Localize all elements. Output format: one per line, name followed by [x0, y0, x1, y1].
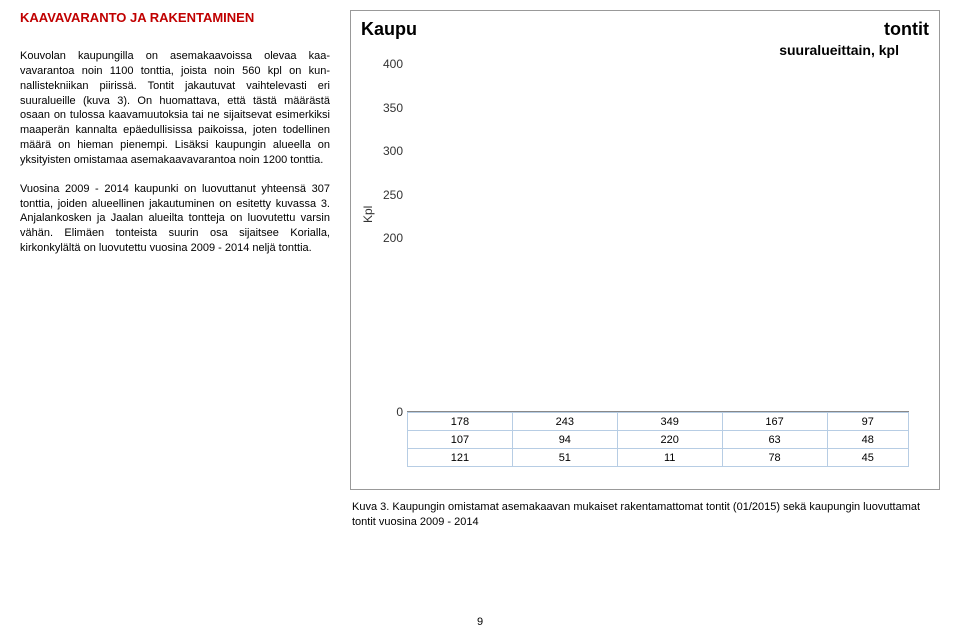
chart-caption: Kuva 3. Kaupungin omistamat asemakaavan … [350, 500, 940, 530]
table-cell: 220 [617, 431, 722, 449]
table-cell: 97 [827, 413, 909, 431]
chart-ylabel: Kpl [361, 205, 375, 222]
chart-container: Kaupu tontit suuralueittain, kpl Kpl 020… [350, 10, 940, 490]
table-cell: 107 [408, 431, 513, 449]
chart-title: Kaupu tontit [361, 19, 929, 40]
paragraph-2: Vuosina 2009 - 2014 kaupunki on luovutta… [20, 182, 330, 256]
table-cell: 349 [617, 413, 722, 431]
chart-yaxis: 0200250300350400 [377, 64, 407, 411]
table-cell: 45 [827, 449, 909, 467]
chart-ytick: 300 [383, 144, 403, 158]
table-row: 12151117845 [408, 449, 909, 467]
table-cell: 63 [722, 431, 827, 449]
chart-ytick: 200 [383, 231, 403, 245]
chart-subtitle: suuralueittain, kpl [361, 42, 929, 58]
table-cell: 121 [408, 449, 513, 467]
chart-ytick: 250 [383, 188, 403, 202]
section-heading: KAAVAVARANTO JA RAKENTAMINEN [20, 10, 330, 25]
table-cell: 178 [408, 413, 513, 431]
chart-ytick: 350 [383, 101, 403, 115]
table-cell: 243 [512, 413, 617, 431]
chart-data-table-wrap: 1782433491679710794220634812151117845 [407, 412, 909, 467]
chart-plot-area: Kpl 0200250300350400 [407, 64, 909, 412]
table-cell: 78 [722, 449, 827, 467]
table-row: 17824334916797 [408, 413, 909, 431]
table-cell: 11 [617, 449, 722, 467]
chart-ytick: 400 [383, 57, 403, 71]
table-row: 107942206348 [408, 431, 909, 449]
page-number: 9 [477, 616, 483, 628]
chart-title-left: Kaupu [361, 19, 417, 40]
chart-ytick: 0 [396, 405, 403, 419]
table-cell: 94 [512, 431, 617, 449]
table-cell: 51 [512, 449, 617, 467]
chart-data-table: 1782433491679710794220634812151117845 [407, 412, 909, 467]
table-cell: 167 [722, 413, 827, 431]
chart-title-right: tontit [884, 19, 929, 40]
paragraph-1: Kouvolan kaupungilla on asemakaavoissa o… [20, 49, 330, 168]
table-cell: 48 [827, 431, 909, 449]
